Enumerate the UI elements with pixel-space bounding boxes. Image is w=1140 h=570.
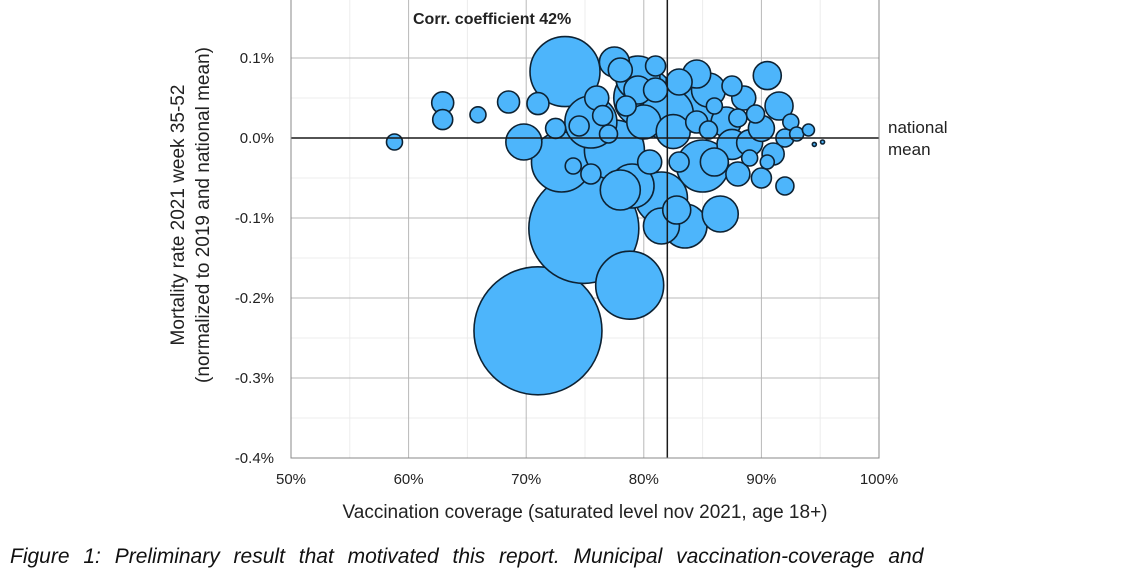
bubble: [668, 151, 690, 173]
bubble: [615, 95, 637, 117]
y-tick-label: -0.1%: [235, 210, 274, 227]
bubble: [655, 113, 692, 150]
x-tick-label: 100%: [860, 471, 898, 488]
bubble: [801, 123, 816, 137]
bubble: [745, 104, 766, 124]
bubble: [580, 163, 602, 185]
bubble: [764, 91, 794, 121]
bubble: [496, 90, 521, 114]
bubble: [642, 77, 669, 103]
y-tick-label: -0.2%: [235, 290, 274, 307]
plot-frame: [290, 0, 880, 459]
bubble: [473, 265, 603, 396]
national-mean-label-line2: mean: [888, 140, 931, 159]
bubble: [811, 141, 818, 148]
bubble: [607, 57, 634, 83]
x-tick-label: 70%: [511, 471, 541, 488]
bubble: [698, 120, 719, 140]
y-tick-label: -0.4%: [235, 450, 274, 467]
x-tick-label: 60%: [394, 471, 424, 488]
x-tick-label: 80%: [629, 471, 659, 488]
x-tick-label: 50%: [276, 471, 306, 488]
bubble: [594, 250, 665, 321]
bubble: [591, 104, 614, 127]
bubble: [544, 117, 567, 140]
x-axis-label: Vaccination coverage (saturated level no…: [343, 502, 828, 523]
bubble: [644, 55, 667, 77]
bubble: [385, 133, 404, 151]
national-mean-label-line1: national: [888, 118, 948, 137]
bubble: [705, 97, 724, 115]
bubble: [699, 147, 730, 177]
bubble: [788, 126, 805, 142]
bubble: [568, 115, 590, 137]
figure-caption: Figure 1: Preliminary result that motiva…: [10, 545, 924, 568]
chart-title: Corr. coefficient 42%: [413, 11, 571, 28]
bubble: [752, 60, 783, 91]
bubble: [701, 195, 740, 233]
x-tick-label: 90%: [746, 471, 776, 488]
bubble: [775, 176, 795, 196]
bubble: [725, 161, 751, 187]
bubble: [721, 75, 743, 97]
bubble: [750, 167, 773, 189]
y-tick-label: -0.3%: [235, 370, 274, 387]
reference-lines: [291, 0, 879, 458]
bubble: [469, 106, 487, 124]
bubbles: [385, 35, 826, 396]
y-tick-label: 0.1%: [240, 50, 274, 67]
bubble: [431, 108, 454, 131]
bubble: [740, 149, 759, 167]
bubble: [599, 169, 642, 211]
bubble: [636, 149, 663, 175]
y-tick-label: 0.0%: [240, 130, 274, 147]
bubble: [728, 108, 748, 128]
bubble: [529, 35, 601, 108]
bubble: [598, 124, 619, 144]
bubble: [665, 68, 693, 96]
y-tick-labels: 0.1% 0.0% -0.1% -0.2% -0.3% -0.4%: [235, 50, 274, 467]
bubble: [759, 154, 776, 170]
bubble: [564, 157, 583, 175]
bubble: [505, 123, 543, 161]
x-tick-labels: 50% 60% 70% 80% 90% 100%: [276, 471, 898, 488]
bubble: [819, 139, 826, 145]
bubble: [526, 91, 550, 116]
y-axis-label-line2: (normalized to 2019 and national mean): [193, 47, 214, 383]
y-axis-label-line1: Mortality rate 2021 week 35-52: [168, 85, 189, 346]
bubble: [661, 195, 692, 225]
